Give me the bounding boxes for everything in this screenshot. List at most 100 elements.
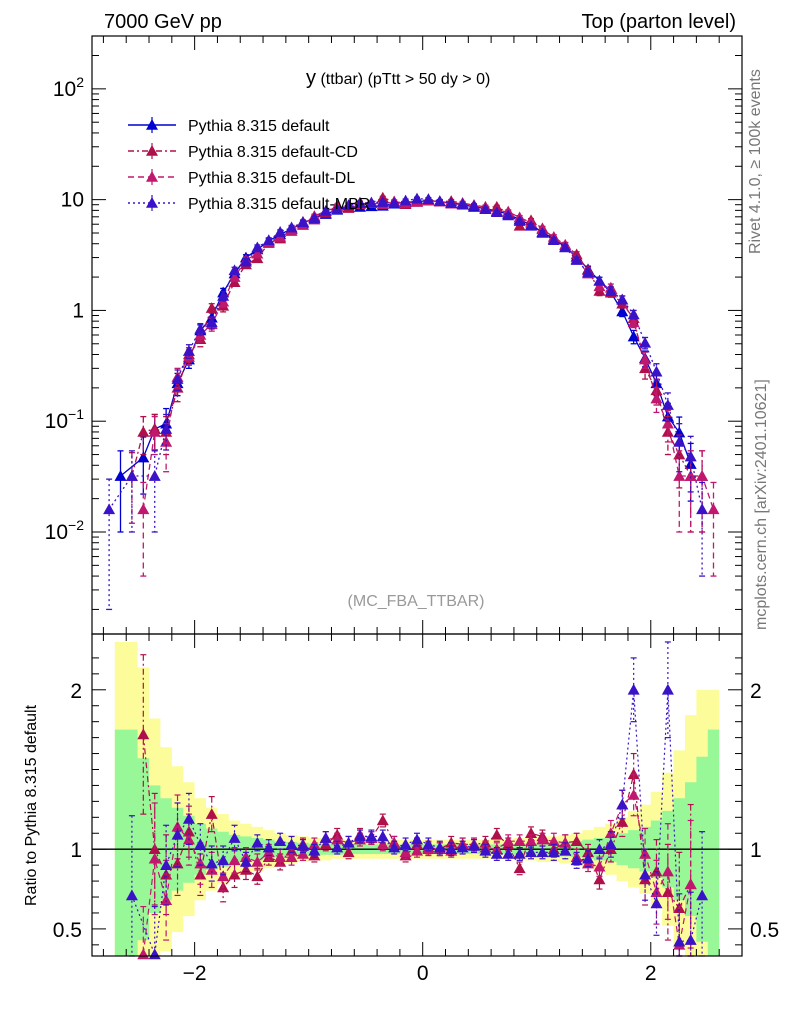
ratio-point xyxy=(331,841,344,853)
ratio-point xyxy=(376,814,389,826)
main-point xyxy=(399,194,412,206)
ratio-point xyxy=(547,846,560,858)
ratio-point xyxy=(376,830,389,842)
ratio-point xyxy=(171,857,184,869)
main-point xyxy=(388,197,401,208)
main-point xyxy=(251,241,264,253)
main-point xyxy=(627,316,640,328)
main-point xyxy=(593,274,606,286)
main-point xyxy=(331,203,344,214)
ratio-point xyxy=(160,894,173,906)
ratio-ylabel: Ratio to Pythia 8.315 default xyxy=(23,704,40,906)
ratio-point xyxy=(274,835,287,847)
analysis-id: (MC_FBA_TTBAR) xyxy=(348,593,485,610)
main-series-default xyxy=(114,194,697,533)
main-ytick-label: 1 xyxy=(72,299,84,322)
ratio-point xyxy=(468,840,481,851)
ratio-point xyxy=(433,841,446,853)
ratio-point xyxy=(148,852,161,864)
main-point xyxy=(536,226,549,238)
ratio-point xyxy=(308,844,321,856)
main-ytick-label: 102 xyxy=(53,74,84,101)
ratio-point xyxy=(228,868,241,880)
main-point xyxy=(205,302,218,313)
ratio-point xyxy=(616,816,629,827)
ratio-point xyxy=(536,833,549,845)
main-point xyxy=(217,289,230,301)
main-point xyxy=(616,293,629,305)
legend-item-cd: Pythia 8.315 default-CD xyxy=(128,143,358,161)
main-point xyxy=(627,308,640,320)
ratio-point xyxy=(639,847,652,859)
ratio-point xyxy=(422,838,435,850)
ratio-point xyxy=(411,833,423,845)
main-point xyxy=(502,209,515,221)
main-point xyxy=(707,503,720,515)
ratio-point xyxy=(296,847,309,859)
main-ytick-base: 1 xyxy=(72,299,84,322)
main-point xyxy=(251,247,264,259)
ratio-ytick-label-right: 1 xyxy=(750,839,762,862)
main-point xyxy=(696,503,709,515)
main-series-cd xyxy=(125,191,709,533)
ratio-ytick-label-right: 2 xyxy=(750,680,762,703)
ratio-point xyxy=(456,841,469,853)
ratio-point xyxy=(376,838,389,850)
ratio-point xyxy=(205,808,218,819)
ratio-point xyxy=(388,841,401,853)
main-point xyxy=(513,215,526,226)
ratio-point xyxy=(205,863,218,875)
ratio-point xyxy=(342,836,355,848)
ratio-point xyxy=(661,886,674,898)
ratio-point xyxy=(285,851,298,862)
main-point xyxy=(342,199,355,211)
ratio-point xyxy=(445,843,458,854)
ratio-point xyxy=(639,868,652,880)
main-point xyxy=(559,241,572,253)
ratio-series-mbr xyxy=(125,641,709,960)
main-point xyxy=(319,204,332,216)
main-point xyxy=(285,221,298,233)
main-point xyxy=(696,470,709,481)
ratio-ytick-label: 0.5 xyxy=(53,919,82,942)
main-point xyxy=(468,199,481,211)
main-point xyxy=(547,234,560,246)
ratio-point xyxy=(319,832,332,843)
ratio-point xyxy=(684,878,697,890)
main-series-line xyxy=(120,199,692,477)
ratio-point xyxy=(160,859,173,870)
main-point xyxy=(171,373,184,384)
ratio-point xyxy=(399,838,412,850)
main-point xyxy=(684,450,697,462)
ratio-band-yellow xyxy=(114,642,720,956)
ratio-point xyxy=(502,847,515,859)
ratio-xtick-label: −2 xyxy=(183,962,207,985)
ratio-point xyxy=(251,870,264,882)
ratio-point xyxy=(490,847,503,859)
main-point xyxy=(353,197,366,208)
ratio-point xyxy=(125,889,138,901)
ratio-point xyxy=(525,846,538,858)
legend-item-dl: Pythia 8.315 default-DL xyxy=(128,169,355,187)
legend-marker xyxy=(146,197,158,208)
ratio-point xyxy=(513,847,526,859)
main-point xyxy=(661,417,674,429)
chart-title: y (ttbar) (pTtt > 50 dy > 0) xyxy=(306,67,490,89)
ratio-point xyxy=(559,844,572,856)
ratio-point xyxy=(673,935,686,947)
main-point xyxy=(137,503,150,515)
main-point xyxy=(604,284,617,296)
main-point xyxy=(479,203,492,214)
ratio-point xyxy=(205,857,218,869)
main-series-line xyxy=(131,197,703,477)
main-point xyxy=(650,365,663,377)
legend-item-mbr: Pythia 8.315 default-MBR xyxy=(128,195,370,213)
ratio-point xyxy=(365,830,378,842)
ratio-point xyxy=(661,865,674,877)
ratio-point xyxy=(525,835,538,847)
ratio-point xyxy=(604,838,617,850)
ratio-point xyxy=(171,820,184,832)
main-series-dl xyxy=(137,194,720,577)
main-ytick-base: 10 xyxy=(45,521,68,544)
